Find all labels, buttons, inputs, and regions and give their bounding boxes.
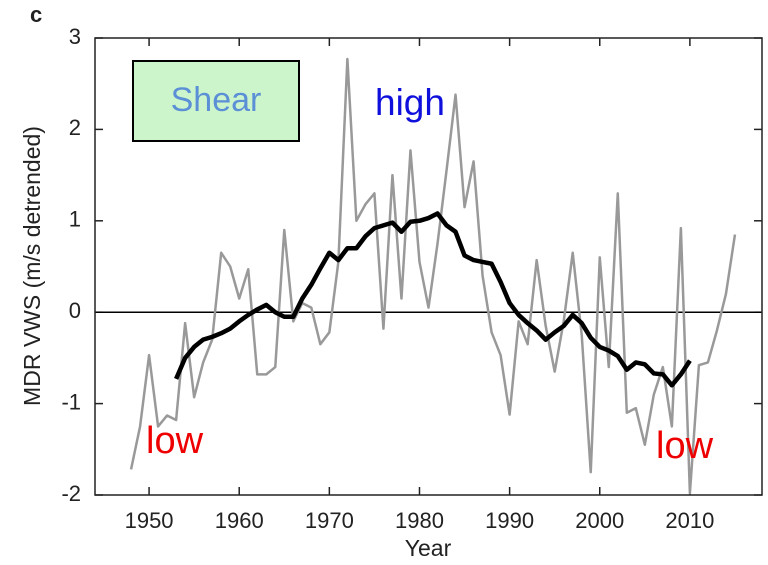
y-tick-label: 0	[69, 298, 81, 323]
x-tick-label: 1990	[485, 508, 534, 533]
annotation: high	[375, 82, 445, 123]
panel-label: c	[30, 2, 42, 27]
plot-area: -2 -1 0 1 2 3 1950 1960 1970 1980 1990 2000 2010	[61, 24, 763, 533]
annotation: Shear	[171, 81, 262, 119]
x-tick-label: 1980	[395, 508, 444, 533]
y-tick-label: -1	[61, 389, 81, 414]
y-axis-label: MDR VWS (m/s detrended)	[19, 126, 45, 406]
annotation: low	[146, 420, 204, 462]
axes-box	[94, 37, 763, 496]
x-axis-label: Year	[405, 535, 452, 561]
x-tick-label: 1970	[305, 508, 354, 533]
y-tick-label: 1	[69, 207, 81, 232]
x-tick-label: 2010	[665, 508, 714, 533]
y-tick-label: 2	[69, 115, 81, 140]
annotation-box	[132, 60, 300, 142]
y-tick-label: 3	[69, 24, 81, 49]
data-line	[129, 57, 737, 495]
x-tick-label: 1960	[215, 508, 264, 533]
data-line	[174, 211, 692, 388]
x-tick-label: 1950	[125, 508, 174, 533]
y-tick-label: -2	[61, 481, 81, 506]
x-tick-label: 2000	[575, 508, 624, 533]
annotation: low	[656, 425, 714, 467]
